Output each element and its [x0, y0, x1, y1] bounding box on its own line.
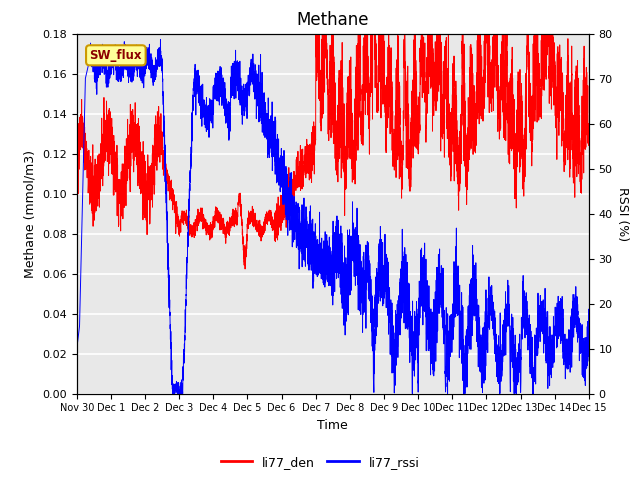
Legend: li77_den, li77_rssi: li77_den, li77_rssi	[216, 451, 424, 474]
Title: Methane: Methane	[296, 11, 369, 29]
Y-axis label: Methane (mmol/m3): Methane (mmol/m3)	[24, 150, 36, 277]
Y-axis label: RSSI (%): RSSI (%)	[616, 187, 629, 240]
X-axis label: Time: Time	[317, 419, 348, 432]
Text: SW_flux: SW_flux	[90, 49, 142, 62]
